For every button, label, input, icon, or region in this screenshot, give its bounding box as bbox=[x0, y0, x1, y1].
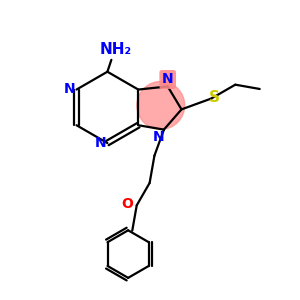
Text: N: N bbox=[95, 136, 106, 150]
Text: O: O bbox=[121, 197, 133, 211]
Text: S: S bbox=[209, 90, 220, 105]
Ellipse shape bbox=[137, 82, 185, 129]
Text: N: N bbox=[64, 82, 75, 96]
Text: NH₂: NH₂ bbox=[99, 42, 131, 57]
Text: N: N bbox=[153, 130, 165, 143]
Text: N: N bbox=[162, 73, 173, 86]
